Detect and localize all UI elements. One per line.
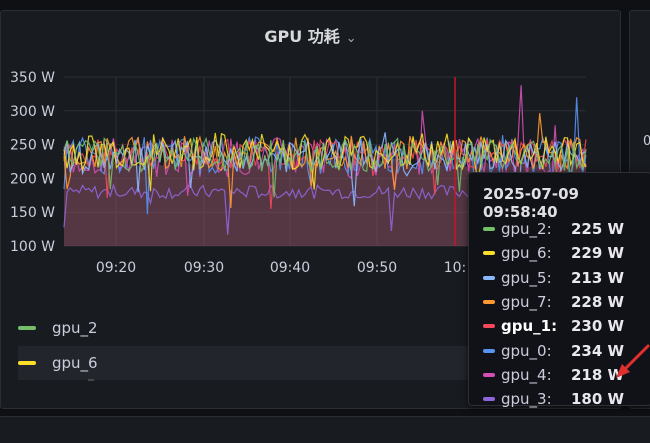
- tooltip-series-value: 180 W: [571, 390, 625, 409]
- x-tick-label: 09:50: [357, 260, 397, 276]
- legend-row-partial: ‾: [88, 378, 94, 392]
- legend-swatch: [18, 361, 36, 365]
- hover-tooltip: 2025-07-09 09:58:40 gpu_2: 225 W gpu_6: 229…: [468, 172, 650, 408]
- tooltip-series-name: gpu_0:: [501, 341, 552, 360]
- legend-item-gpu_2[interactable]: gpu_2: [18, 311, 468, 345]
- y-axis: 350 W 300 W 250 W 200 W 150 W 100 W: [10, 70, 55, 255]
- panel-title[interactable]: GPU 功耗 ⌄: [1, 23, 620, 47]
- tooltip-row-gpu_3: gpu_3: 180 W: [483, 387, 648, 411]
- tooltip-series-value: 218 W: [571, 365, 625, 384]
- tooltip-swatch: [483, 324, 495, 329]
- tooltip-swatch: [483, 251, 495, 256]
- tooltip-series-value: 229 W: [571, 244, 625, 263]
- tooltip-row-gpu_5: gpu_5: 213 W: [483, 266, 648, 290]
- tooltip-series-value: 225 W: [571, 220, 625, 238]
- tooltip-row-gpu_7: gpu_7: 228 W: [483, 290, 648, 314]
- tooltip-swatch: [483, 227, 495, 231]
- tooltip-swatch: [483, 348, 495, 353]
- tooltip-series-name: gpu_4:: [501, 365, 552, 384]
- tooltip-series-value: 228 W: [571, 292, 625, 311]
- y-tick-label: 350 W: [10, 70, 55, 86]
- tooltip-swatch: [483, 299, 495, 304]
- y-tick-label: 150 W: [10, 205, 55, 221]
- tooltip-swatch: [483, 372, 495, 377]
- annotation-arrow-icon: [616, 344, 650, 378]
- tooltip-series-name: gpu_5:: [501, 268, 552, 287]
- legend-label: gpu_2: [52, 319, 98, 337]
- tooltip-row-gpu_0: gpu_0: 234 W: [483, 339, 648, 363]
- x-axis: 09:20 09:30 09:40 09:50 10:: [96, 260, 466, 276]
- panel-title-text: GPU 功耗: [264, 27, 340, 46]
- legend-swatch: [18, 326, 36, 330]
- y-tick-label: 300 W: [10, 104, 55, 120]
- bottom-panel-strip: [0, 416, 650, 443]
- legend-label: gpu_6: [52, 354, 98, 372]
- x-tick-label: 09:20: [96, 260, 136, 276]
- tooltip-row-gpu_1: gpu_1: 230 W: [483, 314, 648, 338]
- y-tick-label: 200 W: [10, 171, 55, 187]
- tooltip-row-gpu_2: gpu_2: 225 W: [483, 217, 648, 241]
- tooltip-series-value: 234 W: [571, 341, 625, 360]
- tooltip-series-name: gpu_3:: [501, 390, 552, 409]
- tooltip-row-gpu_6: gpu_6: 229 W: [483, 241, 648, 265]
- tooltip-series-name: gpu_2:: [501, 220, 552, 238]
- legend-item-gpu_6[interactable]: gpu_6: [18, 346, 468, 380]
- x-tick-label: 09:30: [184, 260, 224, 276]
- chevron-down-icon[interactable]: ⌄: [345, 31, 357, 46]
- tooltip-series-name: gpu_1:: [501, 317, 558, 336]
- tooltip-series-value: 230 W: [571, 317, 625, 336]
- tooltip-series-value: 213 W: [571, 268, 625, 287]
- tooltip-swatch: [483, 275, 495, 280]
- series-line-gpu_2: [63, 136, 587, 198]
- tooltip-swatch: [483, 397, 495, 402]
- y-tick-label: 250 W: [10, 138, 55, 154]
- tooltip-timestamp: 2025-07-09 09:58:40: [483, 185, 579, 221]
- tooltip-row-gpu_4: gpu_4: 218 W: [483, 363, 648, 387]
- tooltip-series-name: gpu_7:: [501, 292, 552, 311]
- adjacent-panel-value: 0: [643, 134, 650, 149]
- x-tick-label: 10:: [444, 260, 467, 276]
- x-tick-label: 09:40: [270, 260, 310, 276]
- y-tick-label: 100 W: [10, 239, 55, 255]
- tooltip-series-name: gpu_6:: [501, 244, 552, 263]
